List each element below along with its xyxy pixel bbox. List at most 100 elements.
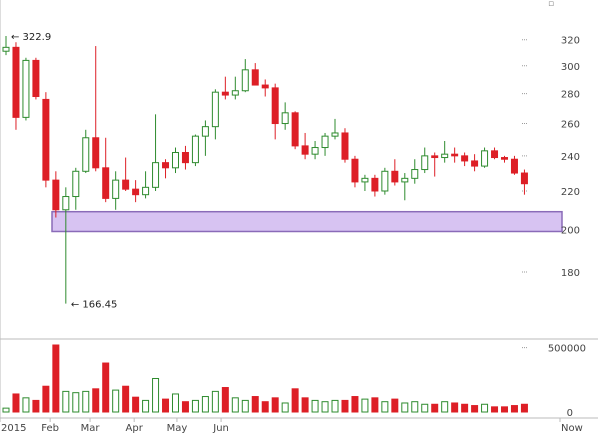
- price-tick-label: 200: [561, 225, 580, 236]
- volume-bar: [471, 405, 479, 413]
- candle-body: [520, 172, 528, 185]
- candle-body: [491, 150, 499, 159]
- volume-bar: [52, 344, 60, 413]
- volume-bar: [520, 403, 528, 413]
- candle-body: [481, 150, 489, 167]
- candle-body: [2, 46, 10, 52]
- volume-bar: [72, 392, 80, 413]
- x-tick-label: 2015: [1, 423, 26, 434]
- volume-bar: [122, 385, 130, 413]
- volume-bar: [481, 403, 489, 413]
- x-tick-label: Now: [561, 423, 583, 434]
- low-price-label: ← 166.45: [71, 300, 118, 311]
- candle-body: [171, 152, 179, 169]
- candle-body: [401, 177, 409, 183]
- candle-body: [181, 152, 189, 164]
- candle-body: [261, 84, 269, 89]
- candle-body: [12, 46, 20, 118]
- price-candles: [2, 36, 528, 304]
- x-tick-label: Mar: [81, 423, 101, 434]
- price-tick-label: 180: [561, 268, 580, 279]
- candle-body: [251, 69, 259, 86]
- volume-bar: [191, 399, 199, 413]
- candle-body: [361, 177, 369, 183]
- candle-body: [411, 169, 419, 179]
- candle-body: [341, 132, 349, 160]
- candle-body: [211, 91, 219, 128]
- candle-body: [461, 155, 469, 162]
- candle-body: [321, 135, 329, 149]
- candle-body: [52, 179, 60, 211]
- volume-bar: [411, 401, 419, 413]
- candle-body: [351, 158, 359, 183]
- candle-body: [281, 112, 289, 125]
- volume-bar: [291, 388, 299, 413]
- annotations: ← 322.9 ← 166.45: [11, 32, 117, 311]
- candle-body: [510, 158, 518, 174]
- candle-body: [42, 98, 50, 181]
- candle-body: [421, 155, 429, 171]
- volume-bar: [401, 402, 409, 413]
- volume-bar: [461, 403, 469, 413]
- volume-bar: [351, 396, 359, 413]
- price-tick-label: 260: [561, 120, 580, 131]
- volume-bar: [201, 396, 209, 413]
- volume-bar: [231, 397, 239, 413]
- candle-body: [82, 137, 90, 172]
- volume-bar: [501, 406, 508, 413]
- price-tick-label: 300: [561, 62, 580, 73]
- volume-bar: [491, 406, 499, 413]
- candle-body: [371, 177, 379, 192]
- candle-body: [431, 155, 439, 159]
- candle-body: [92, 137, 100, 169]
- volume-tick-label: 500000: [548, 344, 586, 355]
- candle-body: [132, 188, 140, 196]
- volume-bar: [251, 396, 259, 413]
- x-tick-label: Apr: [126, 423, 144, 434]
- candle-body: [152, 162, 160, 188]
- candle-body: [102, 167, 110, 199]
- volume-bar: [281, 402, 289, 413]
- volume-bar: [271, 397, 279, 413]
- volume-bars: [2, 344, 528, 413]
- candle-body: [301, 145, 309, 155]
- volume-bar: [181, 401, 189, 413]
- volume-bar: [42, 385, 50, 413]
- price-tick-label: 240: [561, 152, 580, 163]
- volume-bar: [510, 405, 518, 413]
- x-tick-label: May: [167, 423, 188, 434]
- price-tick-label: 320: [561, 36, 580, 47]
- volume-bar: [142, 399, 150, 413]
- volume-tick-label: 0: [567, 408, 573, 419]
- candle-body: [32, 59, 40, 98]
- volume-bar: [381, 401, 389, 413]
- candle-body: [62, 196, 70, 211]
- volume-bar: [211, 390, 219, 413]
- volume-bar: [391, 398, 399, 413]
- volume-bar: [421, 403, 429, 413]
- candle-body: [331, 132, 339, 137]
- volume-bar: [331, 399, 339, 413]
- support-zone-box: [51, 210, 563, 233]
- candle-body: [271, 87, 279, 125]
- volume-bar: [221, 387, 229, 413]
- support-zone-layer: [51, 210, 563, 233]
- chart-menu-icon[interactable]: ▫: [547, 0, 555, 9]
- volume-bar: [92, 388, 100, 413]
- candle-body: [381, 170, 389, 192]
- candle-body: [241, 69, 249, 92]
- candle-body: [391, 170, 399, 183]
- volume-bar: [261, 401, 269, 413]
- x-tick-label: Feb: [41, 423, 59, 434]
- candle-body: [471, 160, 479, 167]
- candle-body: [72, 170, 80, 198]
- volume-bar: [441, 401, 449, 413]
- volume-bar: [32, 399, 40, 413]
- candle-body: [112, 179, 120, 199]
- candle-body: [122, 179, 130, 190]
- volume-bar: [451, 402, 459, 413]
- volume-bar: [132, 396, 140, 413]
- volume-bar: [102, 362, 110, 413]
